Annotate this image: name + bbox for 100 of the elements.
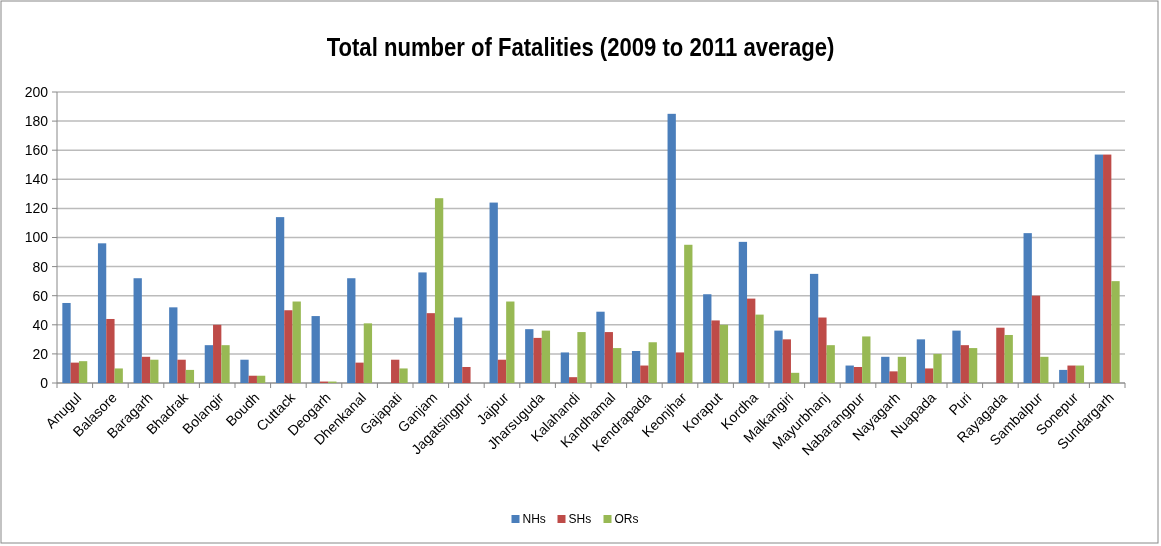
bar [311, 316, 320, 383]
bar [169, 307, 178, 383]
bar [70, 362, 79, 383]
bar [275, 217, 285, 383]
bar [391, 359, 400, 383]
bar [1023, 233, 1032, 383]
bar [881, 356, 890, 383]
bar [916, 339, 926, 383]
bar [826, 345, 835, 383]
bar [640, 365, 649, 383]
bar [1094, 154, 1104, 383]
bar [533, 337, 542, 383]
bar [845, 365, 854, 383]
bar [782, 339, 791, 383]
y-tick-label: 20 [32, 345, 49, 362]
bar [1111, 281, 1120, 383]
bar [434, 198, 444, 383]
bar [221, 345, 230, 383]
bar [497, 359, 507, 383]
bar [78, 361, 88, 383]
bar [703, 294, 712, 383]
bar [453, 317, 463, 383]
bar [755, 314, 764, 383]
bar [114, 368, 123, 383]
bar [462, 367, 471, 383]
bar [1040, 356, 1049, 383]
bar [399, 368, 408, 383]
bar [1004, 334, 1013, 383]
y-tick-label: 100 [24, 229, 49, 246]
bar [185, 369, 195, 383]
bar [141, 356, 151, 383]
bar [177, 359, 186, 383]
bar [506, 301, 515, 383]
bar [426, 313, 435, 383]
bar [62, 302, 71, 383]
bar [541, 330, 551, 383]
bar [925, 368, 934, 383]
y-tick-label: 180 [24, 113, 49, 129]
bar [1075, 365, 1085, 383]
bar [996, 327, 1005, 383]
bar [596, 311, 605, 383]
bar [347, 278, 356, 383]
bar [489, 202, 498, 383]
bar [648, 342, 657, 383]
bar [525, 329, 534, 383]
y-tick-label: 60 [32, 287, 49, 304]
bar [960, 345, 969, 383]
bar [133, 278, 142, 383]
bar [933, 353, 942, 383]
bar [248, 375, 257, 383]
bar [818, 317, 827, 383]
bar [363, 323, 373, 383]
bar [240, 359, 249, 383]
bar [604, 332, 613, 383]
bar [284, 310, 293, 383]
y-tick-label: 160 [24, 142, 49, 159]
y-tick-label: 40 [32, 316, 49, 333]
bar [631, 350, 641, 383]
bar [355, 362, 364, 383]
bar [853, 367, 863, 383]
bar [889, 371, 898, 383]
bar [684, 244, 693, 383]
bar [97, 243, 107, 383]
bar [952, 330, 961, 383]
bar [667, 113, 676, 383]
bar [719, 324, 729, 383]
bar [862, 336, 871, 383]
bar [1103, 154, 1112, 383]
bar [790, 372, 800, 383]
bar [150, 359, 159, 383]
y-tick-label: 0 [40, 374, 49, 391]
bar [1059, 369, 1068, 383]
bar [106, 318, 115, 383]
bar [577, 332, 586, 383]
bar [560, 352, 570, 383]
bar [1067, 365, 1076, 383]
legend-label: NHs [522, 512, 546, 527]
bar [897, 356, 907, 383]
y-tick-label: 80 [32, 258, 49, 275]
bar [1031, 295, 1041, 383]
bar [204, 345, 214, 383]
bar [418, 272, 427, 383]
bar [256, 375, 266, 383]
bar [569, 377, 578, 383]
bar [968, 348, 978, 383]
y-tick-label: 140 [24, 171, 49, 188]
bar [213, 324, 222, 383]
chart-title: Total number of Fatalities (2009 to 2011 average) [326, 32, 835, 62]
bar [738, 241, 748, 383]
bar [711, 320, 720, 383]
bar [292, 301, 301, 383]
bar [675, 352, 685, 383]
y-tick-label: 200 [24, 83, 49, 100]
bar [612, 348, 622, 383]
legend-label: SHs [568, 512, 592, 527]
y-tick-label: 120 [24, 200, 49, 217]
bar [774, 330, 783, 383]
legend-label: ORs [614, 512, 639, 527]
bar [809, 273, 819, 383]
bar [747, 298, 756, 383]
